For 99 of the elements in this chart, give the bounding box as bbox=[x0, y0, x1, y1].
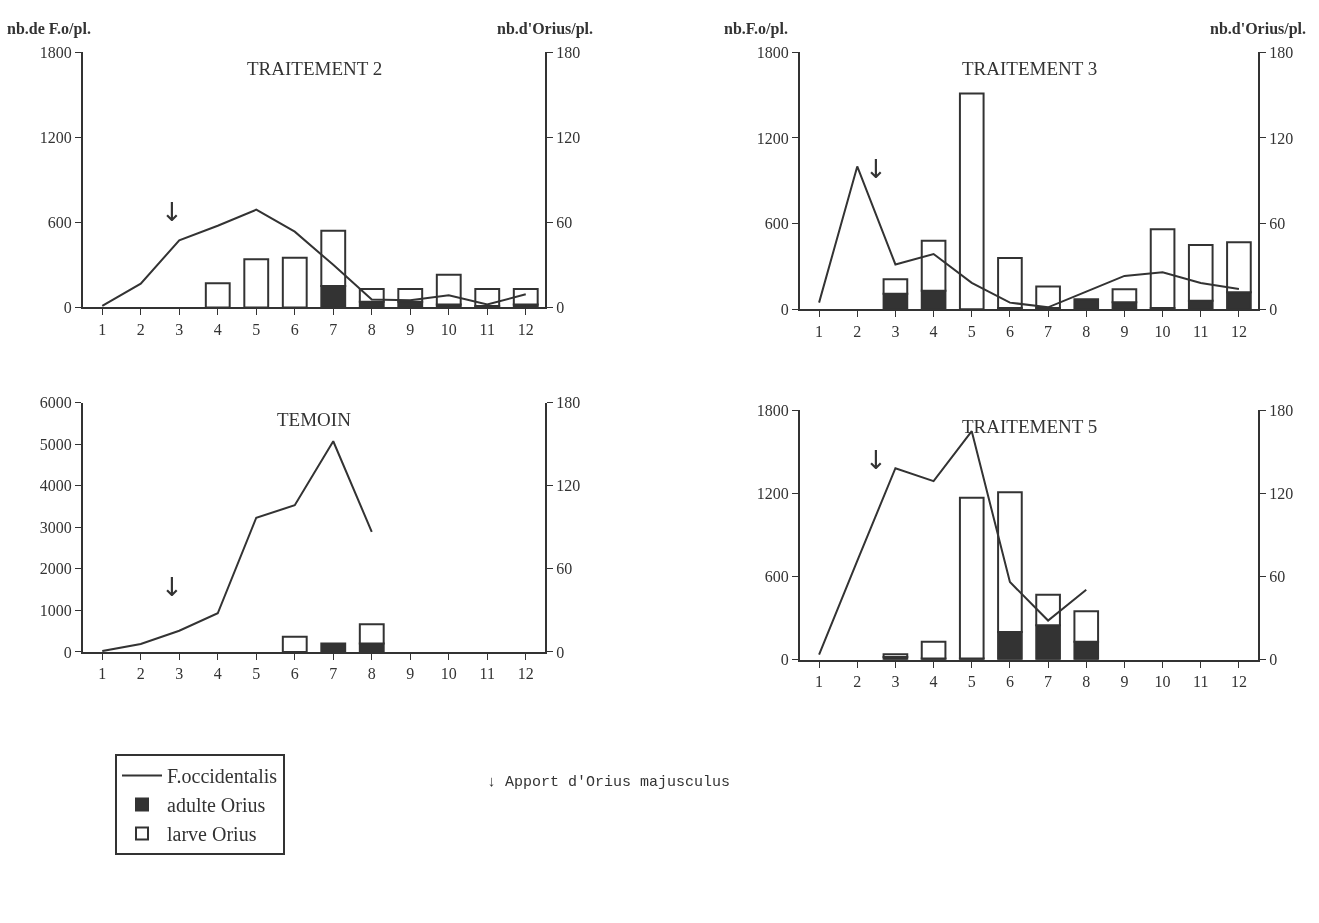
annotation: ↓ bbox=[865, 445, 887, 475]
y2-tick-label: 120 bbox=[556, 477, 581, 495]
x-tick-label: 7 bbox=[329, 320, 338, 338]
y-tick-label: 2000 bbox=[39, 560, 72, 578]
y-tick-label: 1000 bbox=[39, 601, 72, 619]
x-tick-label: 2 bbox=[136, 320, 145, 338]
y-axis-title: nb.F.o/pl. bbox=[724, 20, 788, 38]
y-tick-label: 600 bbox=[764, 568, 789, 586]
x-tick-label: 10 bbox=[440, 665, 457, 683]
y-tick-label: 600 bbox=[47, 213, 72, 231]
x-tick-label: 6 bbox=[1005, 672, 1014, 690]
text: ↓ Apport d'Orius majusculus bbox=[487, 774, 731, 791]
y-tick-label: 600 bbox=[764, 215, 789, 233]
x-tick-label: 9 bbox=[406, 320, 415, 338]
x-tick-label: 8 bbox=[1082, 322, 1091, 340]
x-tick-label: 3 bbox=[175, 665, 184, 683]
x-tick-label: 8 bbox=[367, 665, 376, 683]
x-tick-label: 12 bbox=[1230, 672, 1247, 690]
x-tick-label: 12 bbox=[1230, 322, 1247, 340]
y2-tick-label: 0 bbox=[1269, 300, 1278, 318]
chart-title: TRAITEMENT 5 bbox=[962, 416, 1098, 437]
x-tick-label: 11 bbox=[479, 665, 495, 683]
y2-axis-title: nb.d'Orius/pl. bbox=[497, 20, 594, 38]
x-tick-label: 5 bbox=[252, 320, 261, 338]
x-tick-label: 11 bbox=[1193, 672, 1209, 690]
x-tick-label: 6 bbox=[290, 320, 299, 338]
y2-tick-label: 120 bbox=[1269, 129, 1294, 147]
x-tick-label: 8 bbox=[1082, 672, 1091, 690]
y-tick-label: 4000 bbox=[39, 477, 72, 495]
x-tick-label: 1 bbox=[815, 322, 824, 340]
chart-title: TEMOIN bbox=[277, 409, 352, 430]
y-tick-label: 5000 bbox=[39, 435, 72, 453]
y2-tick-label: 180 bbox=[556, 43, 581, 61]
x-tick-label: 9 bbox=[1120, 322, 1129, 340]
x-tick-label: 11 bbox=[1193, 322, 1209, 340]
y2-tick-label: 120 bbox=[556, 128, 581, 146]
y2-tick-label: 60 bbox=[1269, 568, 1286, 586]
y-tick-label: 6000 bbox=[39, 394, 72, 412]
x-tick-label: 12 bbox=[517, 665, 534, 683]
y-tick-label: 1200 bbox=[756, 485, 789, 503]
y-tick-label: 0 bbox=[780, 300, 789, 318]
x-tick-label: 10 bbox=[1154, 672, 1171, 690]
y-axis-title: nb.de F.o/pl. bbox=[7, 20, 91, 38]
annotation: ↓ bbox=[161, 572, 183, 602]
x-tick-label: 9 bbox=[1120, 672, 1129, 690]
legend-label: F.occidentalis bbox=[167, 765, 278, 788]
y-tick-label: 1800 bbox=[756, 402, 789, 420]
y-tick-label: 0 bbox=[63, 643, 72, 661]
chart-title: TRAITEMENT 2 bbox=[247, 58, 383, 79]
x-tick-label: 7 bbox=[1044, 672, 1053, 690]
y-tick-label: 1800 bbox=[39, 43, 72, 61]
annotation: ↓ bbox=[865, 154, 887, 184]
x-tick-label: 3 bbox=[891, 672, 900, 690]
x-tick-label: 4 bbox=[213, 665, 222, 683]
annotation: ↓ bbox=[161, 197, 183, 227]
x-tick-label: 4 bbox=[213, 320, 222, 338]
x-tick-label: 7 bbox=[1044, 322, 1053, 340]
x-tick-label: 5 bbox=[252, 665, 261, 683]
x-tick-label: 10 bbox=[440, 320, 457, 338]
x-tick-label: 9 bbox=[406, 665, 415, 683]
x-tick-label: 8 bbox=[367, 320, 376, 338]
y2-tick-label: 60 bbox=[1269, 215, 1286, 233]
x-tick-label: 6 bbox=[290, 665, 299, 683]
y2-tick-label: 0 bbox=[556, 298, 565, 316]
y2-tick-label: 60 bbox=[556, 213, 573, 231]
y-tick-label: 1200 bbox=[39, 128, 72, 146]
y-tick-label: 0 bbox=[780, 651, 789, 669]
x-tick-label: 1 bbox=[98, 665, 107, 683]
x-tick-label: 2 bbox=[853, 672, 862, 690]
y-tick-label: 0 bbox=[63, 298, 72, 316]
y2-axis-title: nb.d'Orius/pl. bbox=[1210, 20, 1307, 38]
x-tick-label: 6 bbox=[1005, 322, 1014, 340]
x-tick-label: 1 bbox=[98, 320, 107, 338]
y-tick-label: 1800 bbox=[756, 43, 789, 61]
y2-tick-label: 180 bbox=[1269, 402, 1294, 420]
y2-tick-label: 180 bbox=[1269, 43, 1294, 61]
x-tick-label: 4 bbox=[929, 322, 938, 340]
x-tick-label: 3 bbox=[175, 320, 184, 338]
x-tick-label: 5 bbox=[967, 322, 976, 340]
x-tick-label: 12 bbox=[517, 320, 534, 338]
y2-tick-label: 120 bbox=[1269, 485, 1294, 503]
x-tick-label: 4 bbox=[929, 672, 938, 690]
y-tick-label: 3000 bbox=[39, 518, 72, 536]
y2-tick-label: 60 bbox=[556, 560, 573, 578]
x-tick-label: 5 bbox=[967, 672, 976, 690]
legend-label: adulte Orius bbox=[167, 794, 266, 817]
y-tick-label: 1200 bbox=[756, 129, 789, 147]
x-tick-label: 2 bbox=[136, 665, 145, 683]
x-tick-label: 2 bbox=[853, 322, 862, 340]
x-tick-label: 3 bbox=[891, 322, 900, 340]
y2-tick-label: 180 bbox=[556, 394, 581, 412]
y2-tick-label: 0 bbox=[556, 643, 565, 661]
chart-title: TRAITEMENT 3 bbox=[962, 58, 1098, 79]
y2-tick-label: 0 bbox=[1269, 651, 1278, 669]
legend-label: larve Orius bbox=[167, 823, 257, 846]
x-tick-label: 11 bbox=[479, 320, 495, 338]
x-tick-label: 10 bbox=[1154, 322, 1171, 340]
x-tick-label: 1 bbox=[815, 672, 824, 690]
x-tick-label: 7 bbox=[329, 665, 338, 683]
